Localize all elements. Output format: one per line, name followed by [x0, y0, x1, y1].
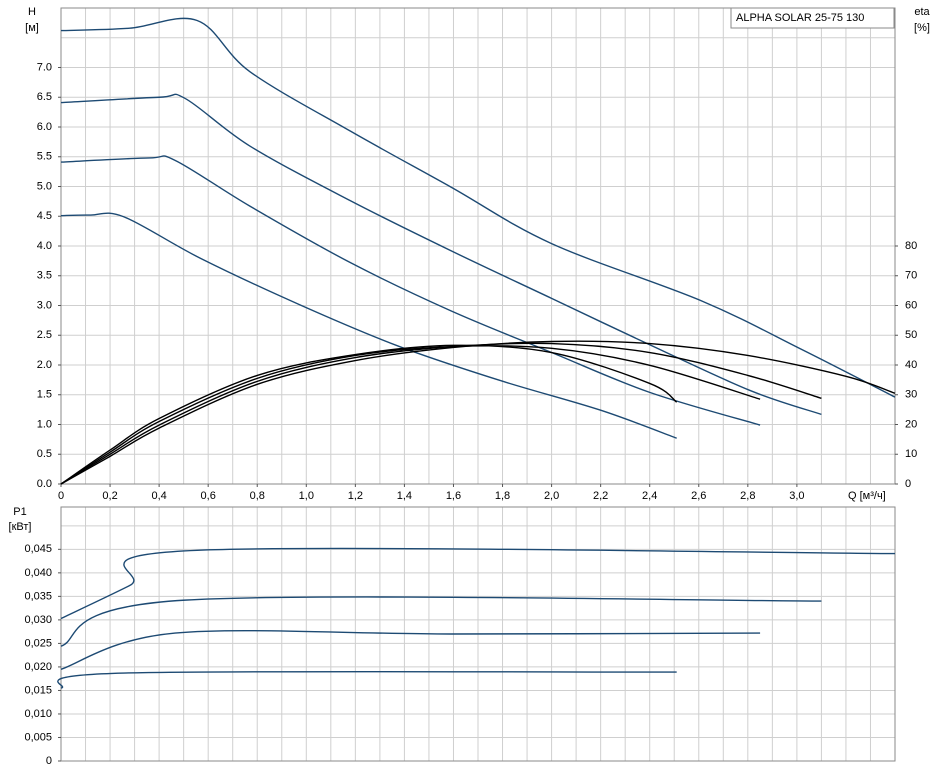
x-tick-label: 1,2: [348, 490, 363, 502]
x-tick-label: 1,8: [495, 490, 510, 502]
y2-tick-label: 20: [905, 418, 917, 430]
y2-tick-label: 60: [905, 299, 917, 311]
x-tick-label: 0,6: [201, 490, 216, 502]
y-tick-label: 0,040: [24, 567, 52, 579]
y-tick-label: 3.5: [37, 270, 52, 282]
y-tick-label: 1.5: [37, 389, 52, 401]
efficiency-curve: [60, 340, 896, 485]
x-tick-label: 3,0: [789, 490, 804, 502]
plot-frame: [60, 506, 896, 762]
y-tick-label: 5.5: [37, 151, 52, 163]
y-tick-label: 5.0: [37, 180, 52, 192]
x-tick-label: 0: [58, 490, 64, 502]
y-tick-label: 0,015: [24, 684, 52, 696]
y-tick-label: 0,010: [24, 708, 52, 720]
y-tick-label: 3.0: [37, 299, 52, 311]
curve: [60, 155, 761, 426]
y-tick-label: 0,025: [24, 637, 52, 649]
x-tick-label: 2,2: [593, 490, 608, 502]
x-tick-label: 0,8: [250, 490, 265, 502]
y2-tick-label: 80: [905, 240, 917, 252]
y-axis-unit: [кВт]: [9, 521, 32, 533]
y-tick-label: 1.0: [37, 418, 52, 430]
y2-tick-label: 30: [905, 389, 917, 401]
x-tick-label: 2,0: [544, 490, 559, 502]
curve: [60, 93, 822, 416]
y-axis-unit: [м]: [25, 22, 39, 34]
y-tick-label: 0,005: [24, 731, 52, 743]
curve: [60, 17, 896, 398]
y-tick-label: 0,020: [24, 661, 52, 673]
y-tick-label: 2.5: [37, 329, 52, 341]
y-tick-label: 0.5: [37, 448, 52, 460]
y2-axis-unit: [%]: [914, 22, 930, 34]
y-tick-label: 0.0: [37, 478, 52, 490]
y-tick-label: 4.0: [37, 240, 52, 252]
curve: [57, 670, 677, 689]
chart-title: ALPHA SOLAR 25-75 130: [736, 12, 864, 24]
y2-tick-label: 70: [905, 270, 917, 282]
y-axis-label: H: [28, 6, 36, 18]
y-tick-label: 6.5: [37, 91, 52, 103]
y2-tick-label: 40: [905, 359, 917, 371]
title-box: [730, 7, 895, 29]
x-tick-label: 1,6: [446, 490, 461, 502]
y-tick-label: 4.5: [37, 210, 52, 222]
curve: [60, 212, 677, 439]
x-tick-label: 0,4: [151, 490, 166, 502]
x-tick-label: 2,8: [740, 490, 755, 502]
x-tick-label: 1,0: [299, 490, 314, 502]
x-tick-label: 2,4: [642, 490, 657, 502]
y-tick-label: 0,030: [24, 614, 52, 626]
x-tick-label: 2,6: [691, 490, 706, 502]
efficiency-curve: [60, 345, 761, 485]
y-tick-label: 0,045: [24, 543, 52, 555]
curve: [60, 629, 761, 670]
efficiency-curve: [60, 344, 678, 485]
y-tick-label: 6.0: [37, 121, 52, 133]
y2-axis-label: eta: [914, 6, 930, 18]
x-tick-label: 1,4: [397, 490, 412, 502]
y-tick-label: 0,035: [24, 590, 52, 602]
y2-tick-label: 0: [905, 478, 911, 490]
curve: [60, 596, 822, 647]
y-axis-label: P1: [13, 506, 26, 518]
y-tick-label: 0: [46, 755, 52, 767]
efficiency-curve: [60, 342, 822, 485]
curve: [60, 547, 896, 620]
x-axis-label: Q [м³/ч]: [848, 490, 886, 502]
y2-tick-label: 50: [905, 329, 917, 341]
y-tick-label: 2.0: [37, 359, 52, 371]
x-tick-label: 0,2: [102, 490, 117, 502]
y-tick-label: 7.0: [37, 61, 52, 73]
y2-tick-label: 10: [905, 448, 917, 460]
